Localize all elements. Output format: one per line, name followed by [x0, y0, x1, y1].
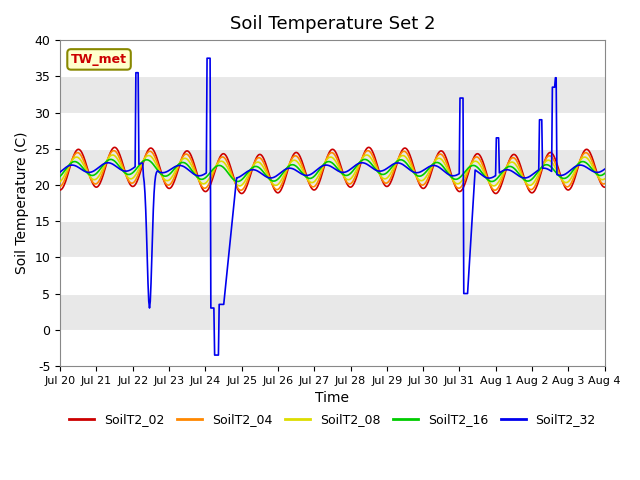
Line: SoilT2_32: SoilT2_32 — [60, 58, 605, 355]
Bar — [60, 149, 605, 185]
SoilT2_32 — [207, 305, 214, 311]
Bar — [60, 221, 605, 257]
SoilT2_02 — [415, 180, 423, 186]
SoilT2_08 — [56, 179, 64, 184]
Legend: SoilT2_02, SoilT2_04, SoilT2_08, SoilT2_16, SoilT2_32: SoilT2_02, SoilT2_04, SoilT2_08, SoilT2_… — [64, 408, 601, 432]
SoilT2_02 — [178, 155, 186, 160]
SoilT2_16 — [206, 170, 214, 176]
Line: SoilT2_08: SoilT2_08 — [60, 155, 605, 186]
SoilT2_02 — [601, 184, 609, 190]
SoilT2_32 — [204, 55, 211, 61]
SoilT2_04 — [178, 155, 186, 161]
SoilT2_16 — [56, 173, 64, 179]
Line: SoilT2_02: SoilT2_02 — [60, 147, 605, 193]
SoilT2_04 — [415, 180, 423, 185]
SoilT2_32 — [177, 163, 185, 168]
SoilT2_16 — [399, 157, 407, 163]
SoilT2_16 — [601, 170, 609, 176]
SoilT2_02 — [399, 146, 407, 152]
SoilT2_02 — [111, 144, 118, 150]
SoilT2_04 — [56, 184, 64, 190]
SoilT2_32 — [601, 166, 609, 172]
SoilT2_04 — [601, 181, 609, 187]
Bar — [60, 330, 605, 366]
SoilT2_02 — [56, 187, 64, 193]
SoilT2_08 — [363, 152, 371, 158]
Bar — [60, 185, 605, 221]
Line: SoilT2_16: SoilT2_16 — [60, 159, 605, 181]
SoilT2_32 — [56, 169, 64, 175]
SoilT2_16 — [415, 173, 423, 179]
SoilT2_32 — [122, 168, 130, 174]
Bar — [60, 40, 605, 76]
SoilT2_04 — [66, 162, 74, 168]
Bar — [60, 294, 605, 330]
SoilT2_16 — [488, 179, 495, 184]
Bar — [60, 76, 605, 112]
SoilT2_08 — [206, 174, 214, 180]
SoilT2_32 — [416, 169, 424, 175]
SoilT2_08 — [601, 176, 609, 182]
SoilT2_08 — [416, 178, 424, 183]
SoilT2_16 — [361, 156, 369, 162]
Bar — [60, 112, 605, 149]
Title: Soil Temperature Set 2: Soil Temperature Set 2 — [230, 15, 435, 33]
SoilT2_08 — [177, 157, 185, 163]
SoilT2_32 — [211, 352, 218, 358]
Y-axis label: Soil Temperature (C): Soil Temperature (C) — [15, 132, 29, 274]
SoilT2_16 — [177, 160, 185, 166]
SoilT2_16 — [66, 161, 74, 167]
SoilT2_08 — [66, 161, 74, 167]
SoilT2_08 — [400, 153, 408, 159]
SoilT2_32 — [400, 162, 408, 168]
SoilT2_16 — [122, 171, 130, 177]
X-axis label: Time: Time — [316, 391, 349, 405]
SoilT2_08 — [122, 172, 130, 178]
Bar — [60, 257, 605, 294]
SoilT2_02 — [123, 174, 131, 180]
SoilT2_02 — [492, 191, 499, 196]
SoilT2_02 — [66, 164, 74, 170]
SoilT2_02 — [207, 181, 214, 187]
Line: SoilT2_04: SoilT2_04 — [60, 151, 605, 190]
SoilT2_04 — [399, 148, 407, 154]
SoilT2_32 — [66, 162, 74, 168]
SoilT2_04 — [123, 174, 131, 180]
SoilT2_04 — [110, 148, 118, 154]
SoilT2_04 — [207, 177, 214, 183]
Text: TW_met: TW_met — [71, 53, 127, 66]
SoilT2_08 — [236, 183, 243, 189]
SoilT2_04 — [491, 187, 499, 193]
